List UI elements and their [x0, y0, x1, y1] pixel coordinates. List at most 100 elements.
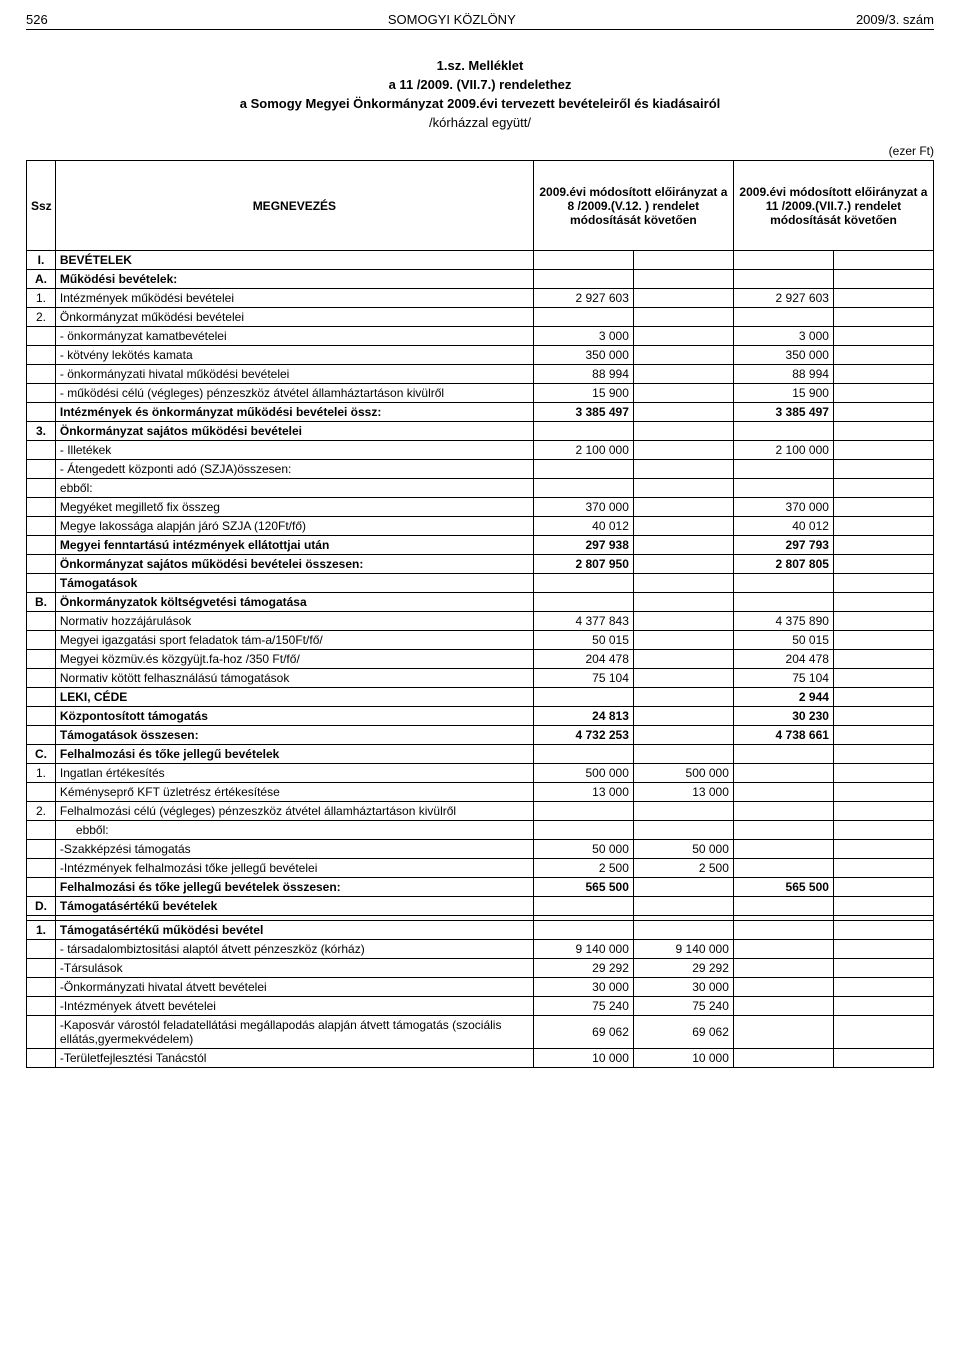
row-value: 50 015 [733, 631, 833, 650]
row-value: 88 994 [533, 365, 633, 384]
row-value: 350 000 [733, 346, 833, 365]
row-value: 4 375 890 [733, 612, 833, 631]
row-ssz [27, 555, 56, 574]
row-ssz: 2. [27, 308, 56, 327]
row-value: 3 000 [733, 327, 833, 346]
row-value [833, 574, 933, 593]
row-value: 69 062 [633, 1016, 733, 1049]
row-name: -Területfejlesztési Tanácstól [55, 1049, 533, 1068]
row-value [633, 707, 733, 726]
table-row: -Önkormányzati hivatal átvett bevételei3… [27, 978, 934, 997]
issue: 2009/3. szám [856, 12, 934, 27]
row-name: Intézmények működési bevételei [55, 289, 533, 308]
table-row: Intézmények és önkormányzat működési bev… [27, 403, 934, 422]
row-value [633, 921, 733, 940]
row-value [833, 403, 933, 422]
row-value [833, 650, 933, 669]
row-value [833, 422, 933, 441]
row-value [533, 251, 633, 270]
row-ssz [27, 707, 56, 726]
row-value [533, 479, 633, 498]
row-ssz [27, 650, 56, 669]
row-value [533, 460, 633, 479]
row-name: Támogatások összesen: [55, 726, 533, 745]
row-name: Önkormányzatok költségvetési támogatása [55, 593, 533, 612]
row-value: 30 230 [733, 707, 833, 726]
row-value [633, 327, 733, 346]
row-value [733, 783, 833, 802]
row-ssz [27, 403, 56, 422]
row-value [833, 498, 933, 517]
row-ssz [27, 959, 56, 978]
row-value [733, 840, 833, 859]
row-value [733, 764, 833, 783]
row-ssz: A. [27, 270, 56, 289]
table-row: - kötvény lekötés kamata350 000350 000 [27, 346, 934, 365]
row-name: - működési célú (végleges) pénzeszköz át… [55, 384, 533, 403]
row-value: 88 994 [733, 365, 833, 384]
row-name: Felhalmozási és tőke jellegű bevételek ö… [55, 878, 533, 897]
row-value [633, 631, 733, 650]
row-value [733, 745, 833, 764]
row-name: Központosított támogatás [55, 707, 533, 726]
table-row: Megyei fenntartású intézmények ellátottj… [27, 536, 934, 555]
unit-label: (ezer Ft) [26, 144, 934, 158]
row-value [633, 688, 733, 707]
row-value [833, 593, 933, 612]
table-row: Kéményseprő KFT üzletrész értékesítése13… [27, 783, 934, 802]
table-row: Normativ hozzájárulások4 377 8434 375 89… [27, 612, 934, 631]
table-row: - társadalombiztositási alaptól átvett p… [27, 940, 934, 959]
row-value [833, 612, 933, 631]
row-ssz: 2. [27, 802, 56, 821]
row-value [633, 270, 733, 289]
row-value [833, 308, 933, 327]
table-row: - önkormányzat kamatbevételei3 0003 000 [27, 327, 934, 346]
row-name: Felhalmozási célú (végleges) pénzeszköz … [55, 802, 533, 821]
row-value [833, 997, 933, 1016]
row-value [633, 574, 733, 593]
row-name: -Intézmények átvett bevételei [55, 997, 533, 1016]
row-value: 9 140 000 [633, 940, 733, 959]
row-value [733, 593, 833, 612]
row-ssz [27, 612, 56, 631]
table-head: Ssz MEGNEVEZÉS 2009.évi módosított előir… [27, 161, 934, 251]
row-value [733, 959, 833, 978]
row-ssz [27, 631, 56, 650]
row-value: 565 500 [733, 878, 833, 897]
row-value [633, 460, 733, 479]
table-row: -Intézmények felhalmozási tőke jellegű b… [27, 859, 934, 878]
col-period-1: 2009.évi módosított előirányzat a 8 /200… [533, 161, 733, 251]
row-name: Normativ kötött felhasználású támogatáso… [55, 669, 533, 688]
row-value [533, 821, 633, 840]
table-row: Önkormányzat sajátos működési bevételei … [27, 555, 934, 574]
row-value: 9 140 000 [533, 940, 633, 959]
table-row: Támogatások [27, 574, 934, 593]
row-name: Felhalmozási és tőke jellegű bevételek [55, 745, 533, 764]
row-value [533, 593, 633, 612]
row-value [533, 422, 633, 441]
row-name: ebből: [55, 479, 533, 498]
row-value: 2 100 000 [733, 441, 833, 460]
col-name: MEGNEVEZÉS [55, 161, 533, 251]
row-value [733, 997, 833, 1016]
row-value [733, 802, 833, 821]
row-value [833, 441, 933, 460]
row-ssz [27, 365, 56, 384]
row-value [833, 897, 933, 916]
row-ssz [27, 940, 56, 959]
attachment-title: 1.sz. Melléklet [26, 58, 934, 73]
row-value [833, 479, 933, 498]
row-value [833, 270, 933, 289]
row-ssz: 1. [27, 764, 56, 783]
row-value: 75 240 [533, 997, 633, 1016]
row-name: -Társulások [55, 959, 533, 978]
row-ssz: 3. [27, 422, 56, 441]
row-value [733, 897, 833, 916]
row-value: 3 385 497 [733, 403, 833, 422]
row-value [633, 384, 733, 403]
table-row: I.BEVÉTELEK [27, 251, 934, 270]
row-value: 3 385 497 [533, 403, 633, 422]
table-row: Felhalmozási és tőke jellegű bevételek ö… [27, 878, 934, 897]
row-name: Megye lakossága alapján járó SZJA (120Ft… [55, 517, 533, 536]
table-row: Megye lakossága alapján járó SZJA (120Ft… [27, 517, 934, 536]
